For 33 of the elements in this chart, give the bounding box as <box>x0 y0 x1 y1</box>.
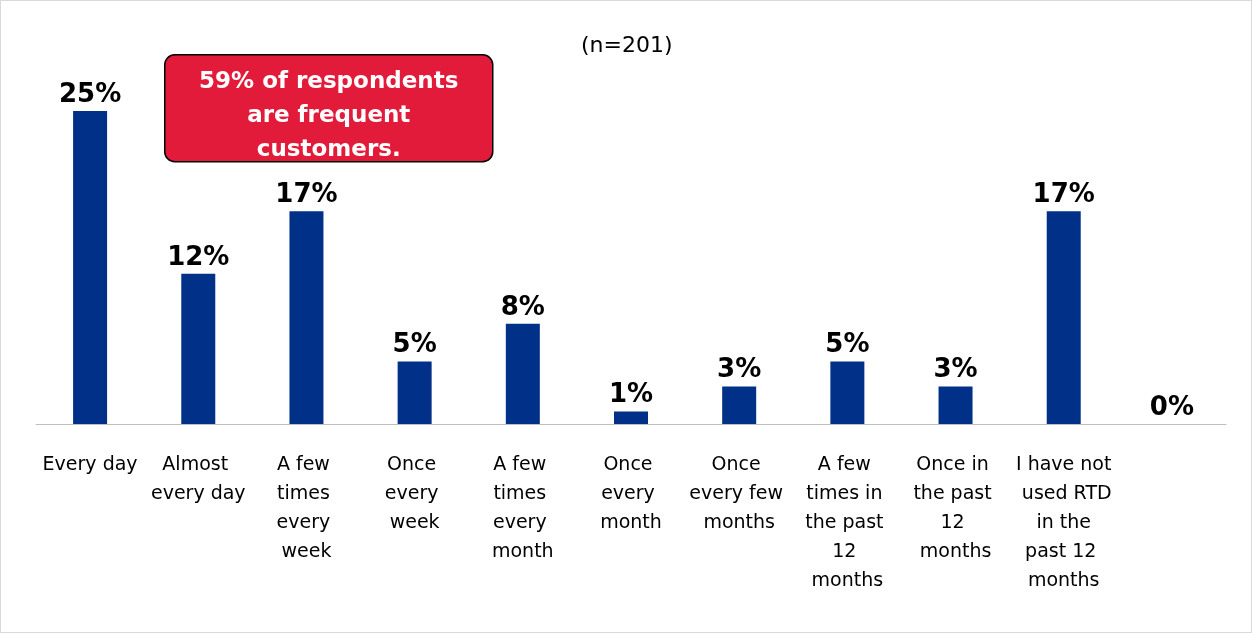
data-label: 8% <box>500 290 545 321</box>
x-tick-label: Once every few months <box>689 451 790 532</box>
data-label: 3% <box>933 353 978 384</box>
bar <box>1046 211 1081 424</box>
x-tick-label: Once every week <box>384 451 445 532</box>
x-tick-label: I have not used RTD in the past 12 months <box>1015 451 1112 590</box>
bar <box>614 411 648 424</box>
bar <box>289 211 324 424</box>
x-tick-label: A few times every week <box>276 451 337 561</box>
data-label: 5% <box>392 328 437 359</box>
x-tick-label: Almost every day <box>150 451 246 503</box>
bar <box>181 273 216 424</box>
bar <box>938 386 973 424</box>
bar <box>505 323 540 424</box>
data-label: 17% <box>275 178 338 209</box>
x-tick-label: Once every month <box>600 451 662 532</box>
data-label: 1% <box>608 378 654 409</box>
x-tick-label: Every day <box>42 451 138 474</box>
x-tick-label: Once in the past 12 months <box>913 451 998 561</box>
x-tick-label: A few times every month <box>491 451 554 561</box>
bar <box>722 386 757 424</box>
bar <box>73 111 108 424</box>
x-tick-label: A few times in the past 12 months <box>805 451 890 590</box>
text: (n=201) <box>581 31 673 57</box>
data-label: 17% <box>1032 178 1095 209</box>
bar <box>397 361 432 424</box>
data-label: 3% <box>717 353 762 384</box>
data-label: 5% <box>825 328 870 359</box>
bar <box>830 361 865 424</box>
annotation: 59% of respondents are frequent customers. <box>199 66 459 161</box>
data-label: 0% <box>1149 391 1194 421</box>
data-label: 25% <box>58 78 122 108</box>
data-label: 12% <box>167 240 230 271</box>
